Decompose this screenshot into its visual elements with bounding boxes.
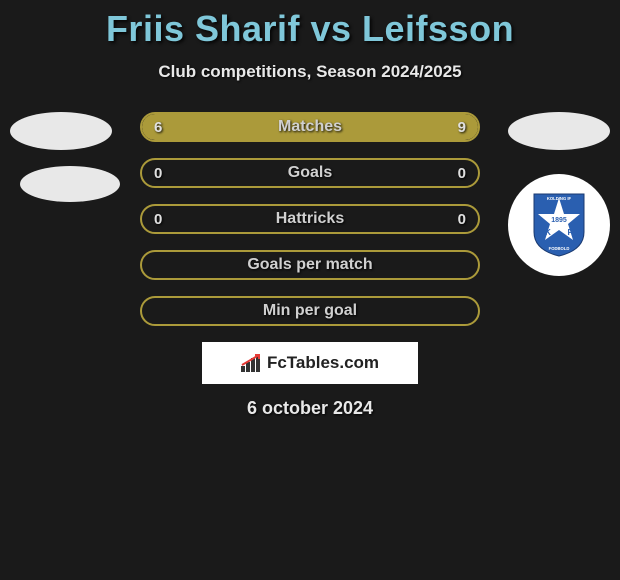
brand-text: FcTables.com <box>267 353 379 373</box>
date-text: 6 october 2024 <box>0 398 620 419</box>
stat-label: Hattricks <box>142 210 478 228</box>
stat-rows: 6Matches90Goals00Hattricks0Goals per mat… <box>140 112 480 326</box>
stats-area: KOLDING IF 1895 K F FODBOLD 6Matches90Go… <box>0 112 620 326</box>
shield-icon: KOLDING IF 1895 K F FODBOLD <box>530 192 588 258</box>
stat-row: Min per goal <box>140 296 480 326</box>
player-right-avatar-1 <box>508 112 610 150</box>
logo-top-text: KOLDING IF <box>547 196 572 201</box>
stat-row: Goals per match <box>140 250 480 280</box>
stat-label: Matches <box>142 118 478 136</box>
stat-row: 0Goals0 <box>140 158 480 188</box>
stat-value-right: 9 <box>458 119 466 136</box>
comparison-widget: Friis Sharif vs Leifsson Club competitio… <box>0 0 620 419</box>
stat-label: Goals <box>142 164 478 182</box>
logo-year: 1895 <box>551 217 567 224</box>
svg-text:K: K <box>545 228 551 237</box>
logo-bottom-text: FODBOLD <box>549 246 570 251</box>
player-left-avatar-1 <box>10 112 112 150</box>
svg-text:F: F <box>568 228 573 237</box>
brand-box[interactable]: FcTables.com <box>202 342 418 384</box>
stat-row: 0Hattricks0 <box>140 204 480 234</box>
page-title: Friis Sharif vs Leifsson <box>0 8 620 50</box>
stat-label: Min per goal <box>142 302 478 320</box>
player-left-avatar-2 <box>20 166 120 202</box>
brand-chart-icon <box>241 354 263 372</box>
stat-value-right: 0 <box>458 165 466 182</box>
stat-row: 6Matches9 <box>140 112 480 142</box>
stat-label: Goals per match <box>142 256 478 274</box>
stat-value-right: 0 <box>458 211 466 228</box>
page-subtitle: Club competitions, Season 2024/2025 <box>0 62 620 82</box>
club-logo-right: KOLDING IF 1895 K F FODBOLD <box>508 174 610 276</box>
